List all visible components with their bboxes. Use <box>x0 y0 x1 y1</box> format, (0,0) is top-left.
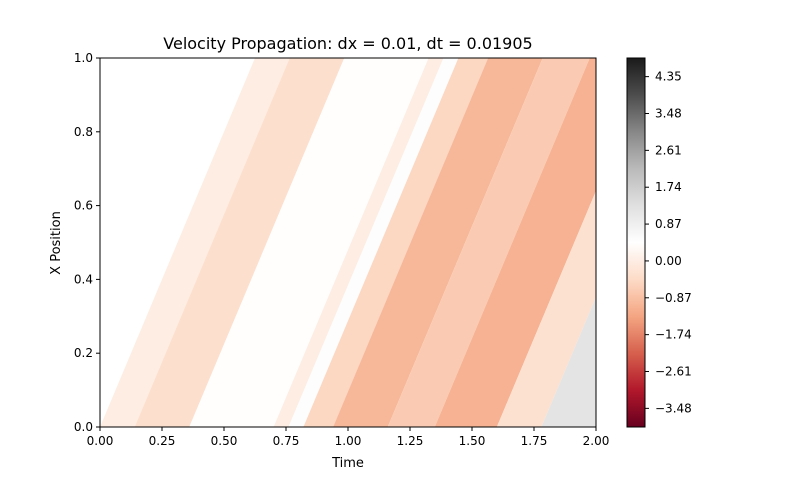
colorbar-tick-label: 0.87 <box>655 217 682 231</box>
chart-title: Velocity Propagation: dx = 0.01, dt = 0.… <box>163 34 532 53</box>
x-tick-label: 0.00 <box>87 434 114 448</box>
heatmap-band <box>541 297 596 427</box>
x-axis: 0.00 0.25 0.50 0.75 1.00 1.25 1.50 1.75 2.00 <box>87 427 610 448</box>
y-axis-label: X Position <box>49 211 64 275</box>
heatmap-band <box>134 58 345 427</box>
colorbar-tick-label: 3.48 <box>655 106 682 120</box>
x-axis-label: Time <box>331 456 364 471</box>
heatmap-band <box>496 190 596 427</box>
x-tick-label: 0.25 <box>149 434 176 448</box>
x-tick-label: 1.75 <box>521 434 548 448</box>
x-tick-label: 1.25 <box>397 434 424 448</box>
x-tick-label: 0.75 <box>273 434 300 448</box>
y-tick-label: 0.2 <box>74 346 93 360</box>
y-tick-label: 1.0 <box>74 51 93 65</box>
colorbar-tick-label: −2.61 <box>655 365 692 379</box>
heatmap-band <box>288 58 459 427</box>
heatmap-band <box>189 58 429 427</box>
heatmap-band <box>387 58 590 427</box>
heatmap-band <box>100 58 290 427</box>
colorbar-tick-label: 4.35 <box>655 70 682 84</box>
heatmap-area <box>100 58 596 427</box>
y-tick-label: 0.0 <box>74 420 93 434</box>
colorbar-tick-label: 0.00 <box>655 254 682 268</box>
heatmap-band <box>303 58 489 427</box>
colorbar-tick-label: −0.87 <box>655 291 692 305</box>
colorbar-axis: −3.48 −2.61 −1.74 −0.87 0.00 0.87 1.74 2.61 3.48… <box>645 70 692 415</box>
x-tick-label: 1.50 <box>459 434 486 448</box>
y-tick-label: 0.4 <box>74 272 93 286</box>
colorbar-tick-label: −1.74 <box>655 328 692 342</box>
heatmap-band <box>434 58 596 427</box>
x-tick-label: 1.00 <box>335 434 362 448</box>
colorbar <box>626 57 646 428</box>
y-axis: 0.0 0.2 0.4 0.6 0.8 1.0 <box>74 51 100 434</box>
x-tick-label: 0.50 <box>211 434 238 448</box>
x-tick-label: 2.00 <box>583 434 610 448</box>
colorbar-tick-label: 1.74 <box>655 180 682 194</box>
colorbar-tick-label: −3.48 <box>655 401 692 415</box>
y-tick-label: 0.6 <box>74 199 93 213</box>
heatmap-band <box>333 58 543 427</box>
y-tick-label: 0.8 <box>74 125 93 139</box>
heatmap-band <box>273 58 444 427</box>
colorbar-tick-label: 2.61 <box>655 143 682 157</box>
